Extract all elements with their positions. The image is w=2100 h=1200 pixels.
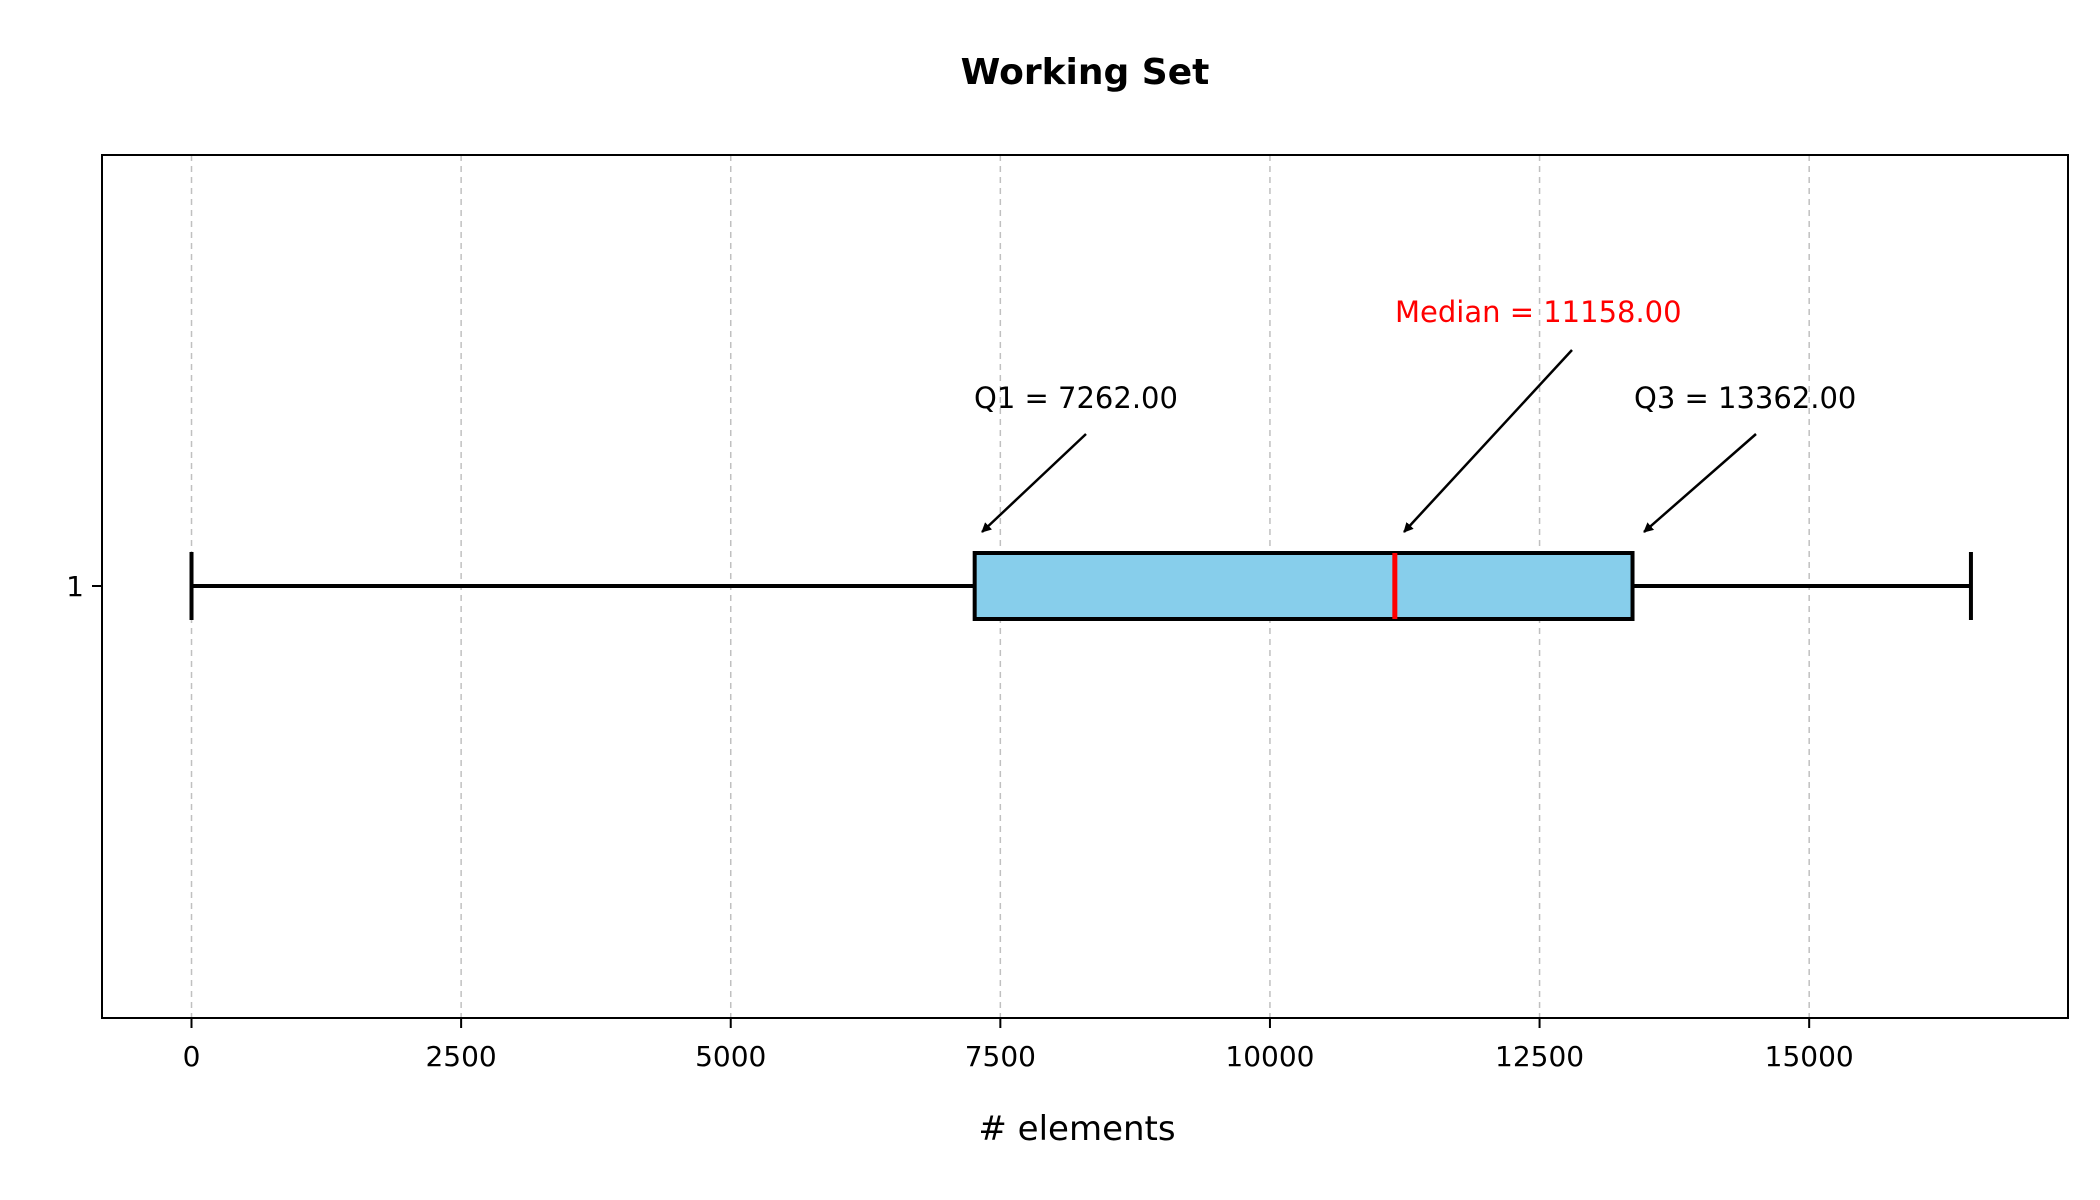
q3-annotation-label: Q3 = 13362.00: [1634, 381, 1856, 415]
q3-annotation-arrow: [1643, 433, 1757, 533]
iqr-box: [972, 551, 1635, 621]
chart-title: Working Set: [961, 52, 1210, 93]
median-annotation-label: Median = 11158.00: [1395, 295, 1682, 329]
y-tick-label: 1: [66, 570, 84, 603]
tick-layer: 0 2500 5000 7500 10000 12500 15000 1: [66, 570, 1854, 1073]
x-tick-label: 2500: [425, 1040, 496, 1073]
box-layer: [189, 551, 1973, 621]
x-tick-label: 0: [183, 1040, 201, 1073]
q1-annotation-label: Q1 = 7262.00: [974, 381, 1178, 415]
annotation-layer: Q1 = 7262.00 Median = 11158.00 Q3 = 13362.…: [974, 295, 1856, 533]
x-tick-label: 15000: [1765, 1040, 1854, 1073]
x-tick-label: 12500: [1495, 1040, 1584, 1073]
q1-annotation-arrow: [981, 433, 1087, 533]
median-annotation-arrow: [1403, 349, 1573, 533]
x-tick-label: 5000: [695, 1040, 766, 1073]
x-tick-label: 10000: [1225, 1040, 1314, 1073]
x-axis-label: # elements: [978, 1109, 1175, 1149]
x-tick-label: 7500: [965, 1040, 1036, 1073]
